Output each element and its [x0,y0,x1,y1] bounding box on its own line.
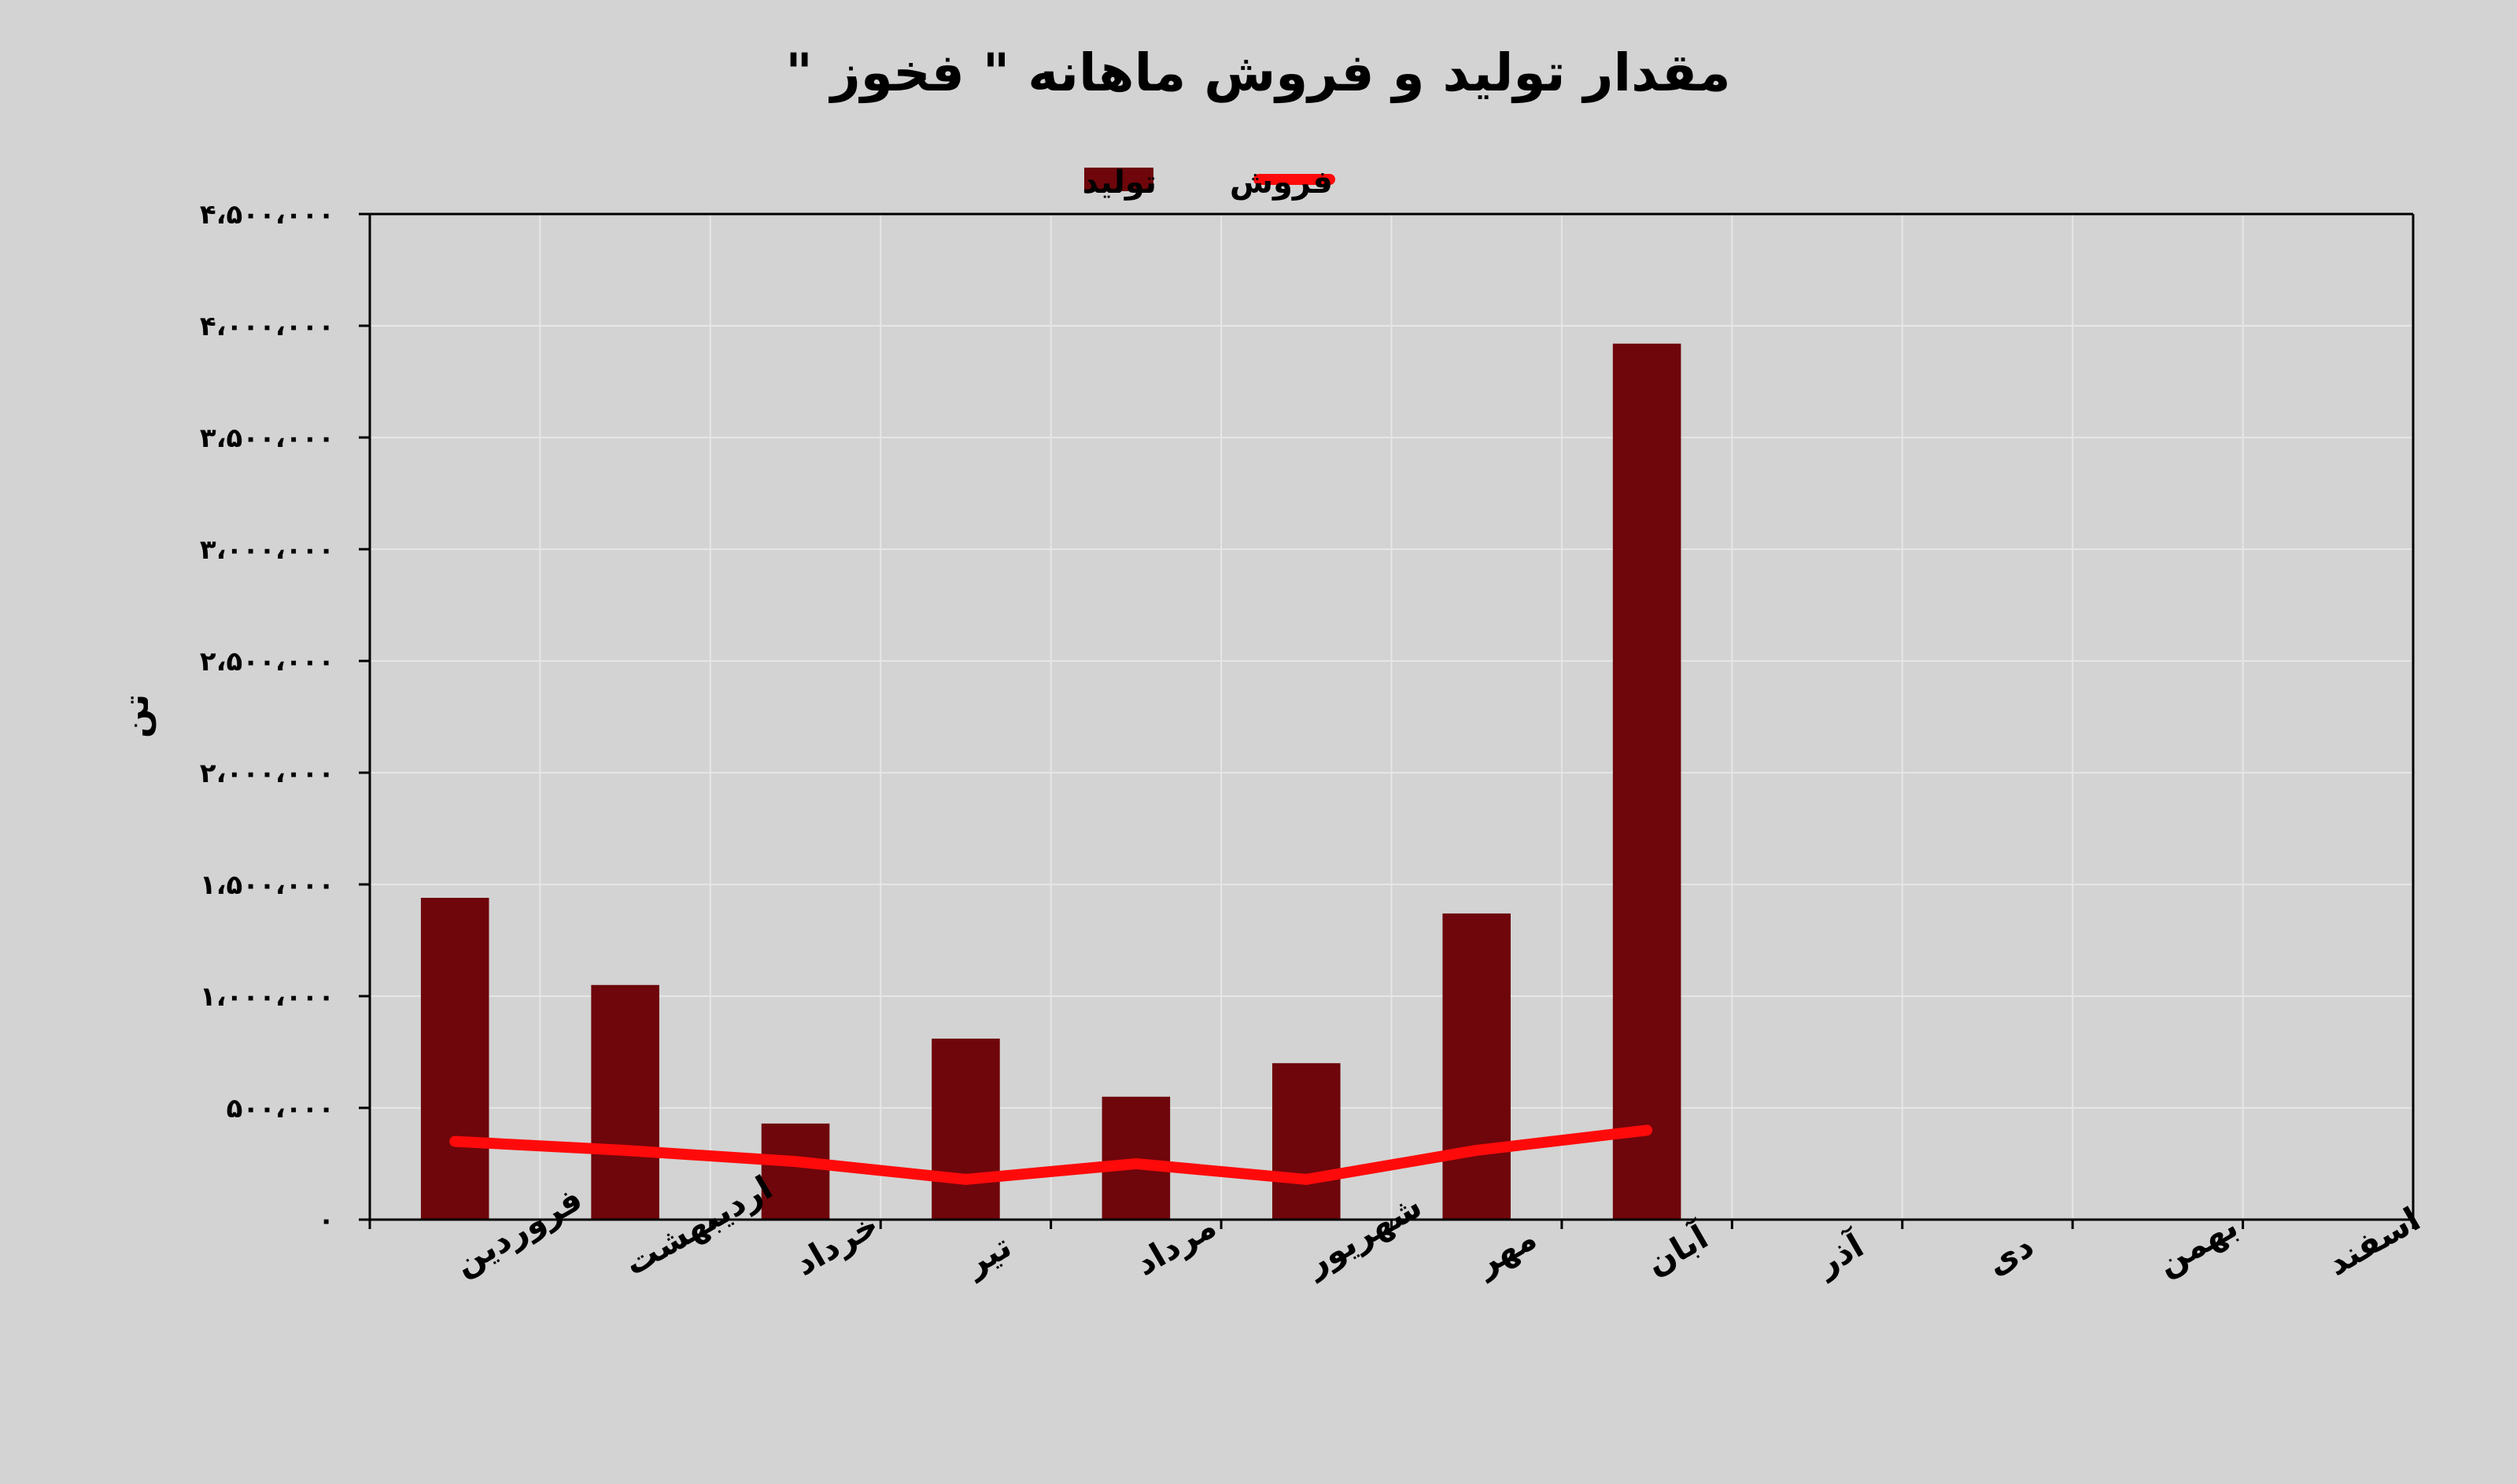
y-tick-label-7: ۳،۵۰۰،۰۰۰ [200,423,334,454]
bar-1 [420,898,489,1220]
x-tick-label-9: آذر [1808,1224,1871,1283]
sales-point-4 [964,1177,968,1181]
y-tick-label-9: ۴،۵۰۰،۰۰۰ [200,199,334,231]
bars-production [420,343,1681,1220]
bar-6 [1272,1063,1341,1220]
y-tick-label-5: ۲،۵۰۰،۰۰۰ [200,646,334,677]
sales-line [449,1124,1653,1185]
bar-3 [761,1123,830,1220]
sales-point-7 [1474,1148,1478,1152]
x-tick-label-8: آبان [1639,1216,1715,1283]
sales-point-1 [453,1139,457,1143]
y-tick-label-8: ۴،۰۰۰،۰۰۰ [200,311,334,342]
grid [370,213,2413,1220]
axes [359,212,2415,1229]
sales-point-8 [1645,1128,1649,1132]
y-tick-label-4: ۲،۰۰۰،۰۰۰ [200,758,334,789]
y-tick-labels: ۰ ۵۰۰،۰۰۰ ۱،۰۰۰،۰۰۰ ۱،۵۰۰،۰۰۰ ۲،۰۰۰،۰۰۰ ۲،۵۰۰… [200,199,334,1236]
legend-label-sales: فروش [1230,164,1333,201]
y-axis-label: تن [116,694,157,738]
y-tick-label-1: ۵۰۰،۰۰۰ [227,1093,334,1124]
x-tick-label-7: مهر [1467,1218,1543,1284]
legend-label-production: تولید [1082,164,1157,201]
legend: تولید فروش [1082,164,1335,201]
bar-4 [932,1038,1000,1220]
sales-point-5 [1134,1162,1138,1165]
x-tick-label-12: اسفند [2320,1200,2427,1283]
bar-5 [1102,1096,1171,1220]
y-tick-label-6: ۳،۰۰۰،۰۰۰ [200,534,334,566]
y-tick-label-0: ۰ [318,1205,334,1236]
x-tick-label-4: تیر [957,1227,1018,1285]
x-tick-label-11: بهمن [2150,1206,2245,1283]
bar-2 [591,984,659,1220]
line-sales [449,1124,1653,1185]
x-tick-labels: فروردین اردیبهشت خرداد تیر مرداد شهریور مهر آبا… [448,1168,2427,1284]
bar-8 [1612,343,1681,1220]
y-tick-label-3: ۱،۵۰۰،۰۰۰ [200,869,334,901]
legend-swatch-production [1084,168,1153,191]
sales-point-6 [1305,1177,1308,1181]
bar-7 [1442,913,1511,1220]
y-tick-label-2: ۱،۰۰۰،۰۰۰ [200,981,334,1013]
chart-title: مقدار تولید و فروش ماهانه " فخوز " [785,42,1730,104]
x-tick-label-10: دی [1980,1226,2040,1283]
sales-point-2 [623,1148,627,1152]
sales-point-3 [794,1160,798,1164]
